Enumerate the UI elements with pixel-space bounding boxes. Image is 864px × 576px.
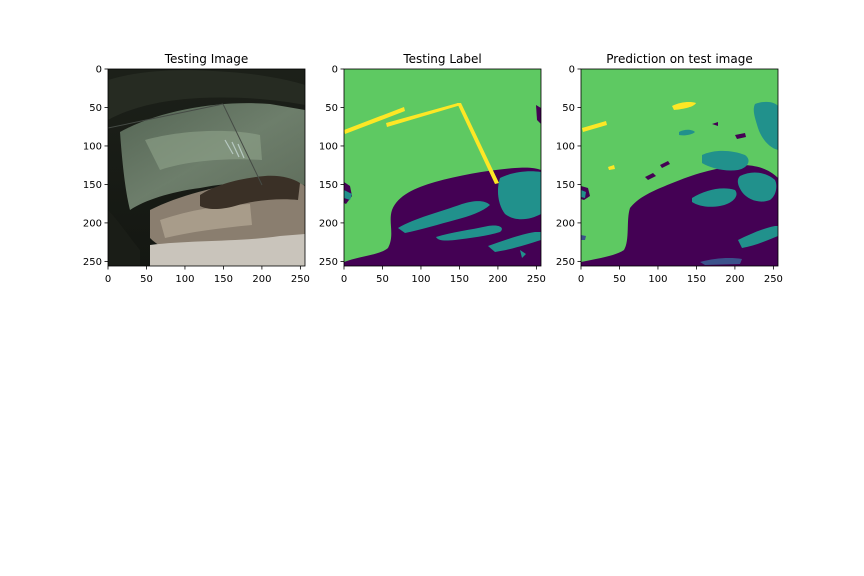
x-axis: 0 50 100 150 200 250: [105, 266, 310, 285]
class-region-purple: [712, 122, 718, 126]
class-region-teal: [692, 188, 737, 207]
class-region-purple: [735, 133, 746, 139]
class-region-teal: [398, 201, 490, 233]
x-tick-label: 0: [341, 274, 347, 285]
x-tick-label: 150: [450, 274, 469, 285]
prediction-heatmap: [581, 69, 778, 266]
class-region-teal: [497, 171, 541, 220]
y-tick-label: 250: [556, 257, 575, 268]
class-region-yellow: [582, 121, 607, 132]
x-tick-label: 250: [764, 274, 783, 285]
y-tick-label: 100: [319, 141, 338, 152]
y-tick-label: 0: [332, 65, 338, 76]
y-tick-label: 100: [556, 141, 575, 152]
panel-title: Testing Label: [402, 52, 481, 66]
x-tick-label: 200: [725, 274, 744, 285]
y-tick-label: 0: [96, 65, 102, 76]
x-axis: 0 50 100 150 200 250: [341, 266, 546, 285]
label-heatmap: [344, 69, 541, 266]
x-tick-label: 150: [687, 274, 706, 285]
class-region-teal: [488, 232, 541, 252]
x-tick-label: 200: [488, 274, 507, 285]
axes-frame: [580, 68, 779, 267]
x-tick-label: 100: [411, 274, 430, 285]
class-region-yellow: [457, 103, 499, 184]
class-region-teal: [737, 172, 777, 202]
panel-testing-label: Testing Label 0 50 100 150 200 250 0 50 100 150 2…: [319, 52, 546, 285]
y-axis: 0 50 100 150 200 250: [556, 65, 581, 268]
axes-frame: [343, 68, 542, 267]
y-tick-label: 250: [83, 257, 102, 268]
satellite-image: [108, 69, 305, 266]
y-tick-label: 100: [83, 141, 102, 152]
class-region-purple: [536, 105, 541, 124]
y-tick-label: 0: [569, 65, 575, 76]
y-tick-label: 200: [83, 218, 102, 229]
class-region-indigo: [700, 258, 742, 265]
class-region-teal: [738, 226, 778, 248]
x-axis: 0 50 100 150 200 250: [578, 266, 783, 285]
y-tick-label: 150: [83, 180, 102, 191]
x-tick-label: 50: [376, 274, 389, 285]
x-tick-label: 0: [105, 274, 111, 285]
x-tick-label: 50: [613, 274, 626, 285]
class-region-teal: [344, 190, 352, 200]
x-tick-label: 50: [140, 274, 153, 285]
y-tick-label: 50: [325, 103, 338, 114]
x-tick-label: 250: [527, 274, 546, 285]
class-region-purple: [645, 173, 656, 180]
y-tick-label: 50: [562, 103, 575, 114]
class-region-teal: [520, 250, 526, 258]
class-region-yellow: [608, 165, 615, 170]
class-region-yellow: [672, 102, 696, 110]
x-tick-label: 200: [252, 274, 271, 285]
class-region-yellow: [386, 103, 461, 127]
y-tick-label: 150: [319, 180, 338, 191]
y-tick-label: 50: [89, 103, 102, 114]
panel-prediction: Prediction on test image 0 50 100 150 200 250…: [556, 52, 783, 285]
class-region-teal: [581, 190, 586, 198]
class-region-teal: [436, 225, 502, 241]
panel-testing-image: Testing Image 0 50 100 150 200 250 0 50 100 150 2…: [83, 52, 310, 285]
x-tick-label: 0: [578, 274, 584, 285]
axes-frame: [107, 68, 306, 267]
x-tick-label: 100: [175, 274, 194, 285]
x-tick-label: 100: [648, 274, 667, 285]
class-region-yellow: [344, 107, 405, 134]
class-region-teal: [753, 101, 778, 150]
class-region-teal: [702, 150, 749, 171]
y-axis: 0 50 100 150 200 250: [83, 65, 108, 268]
panel-title: Prediction on test image: [606, 52, 752, 66]
class-region-purple: [660, 161, 670, 168]
y-tick-label: 200: [319, 218, 338, 229]
panel-title: Testing Image: [164, 52, 249, 66]
y-tick-label: 200: [556, 218, 575, 229]
class-region-teal: [679, 129, 695, 136]
y-tick-label: 150: [556, 180, 575, 191]
y-axis: 0 50 100 150 200 250: [319, 65, 344, 268]
x-tick-label: 250: [291, 274, 310, 285]
y-tick-label: 250: [319, 257, 338, 268]
class-region-indigo: [581, 235, 586, 240]
x-tick-label: 150: [214, 274, 233, 285]
